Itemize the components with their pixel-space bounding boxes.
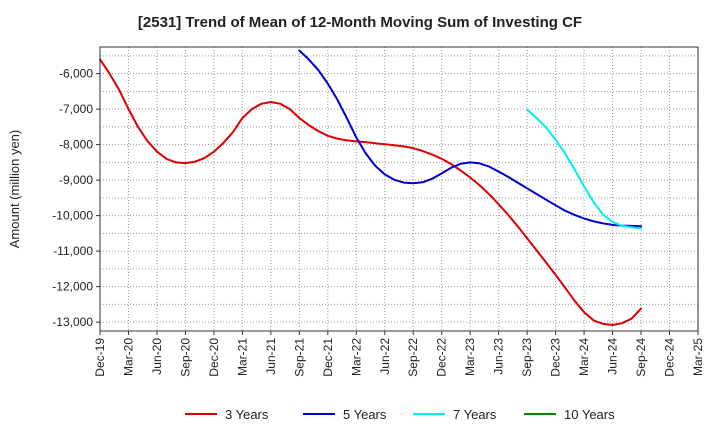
legend-item-10-years: 10 Years: [524, 407, 615, 422]
y-tick-label: -7,000: [59, 102, 93, 116]
legend-label: 7 Years: [453, 407, 497, 422]
x-tick-label: Mar-21: [235, 338, 249, 376]
x-tick-label: Sep-20: [178, 338, 192, 377]
legend-label: 5 Years: [343, 407, 387, 422]
x-tick-label: Sep-22: [406, 338, 420, 377]
series-layer: [99, 49, 642, 326]
x-tick-label: Jun-21: [264, 338, 278, 375]
y-tick-label: -10,000: [52, 209, 93, 223]
grid: [100, 47, 698, 331]
x-tick-label: Dec-22: [435, 338, 449, 377]
x-tick-label: Dec-21: [321, 338, 335, 377]
y-tick-label: -9,000: [59, 173, 93, 187]
x-tick-label: Sep-23: [520, 338, 534, 377]
legend-label: 10 Years: [564, 407, 615, 422]
y-axis-label: Amount (million yen): [7, 130, 22, 249]
series-line-7-years: [526, 108, 642, 230]
x-tick-label: Dec-24: [663, 338, 677, 377]
x-tick-label: Mar-25: [691, 338, 705, 376]
plot-frame: [99, 46, 699, 332]
x-tick-label: Jun-24: [606, 338, 620, 375]
series-line-3-years: [99, 58, 642, 326]
legend-item-5-years: 5 Years: [303, 407, 387, 422]
x-tick-label: Jun-20: [150, 338, 164, 375]
legend-item-3-years: 3 Years: [185, 407, 269, 422]
x-tick-label: Mar-22: [349, 338, 363, 376]
y-tick-label: -8,000: [59, 138, 93, 152]
x-axis-ticks: Dec-19 Mar-20 Jun-20 Sep-20 Dec-20 Mar-21 Jun-…: [93, 331, 705, 377]
legend-label: 3 Years: [225, 407, 269, 422]
x-tick-label: Sep-21: [292, 338, 306, 377]
x-tick-label: Sep-24: [634, 338, 648, 377]
y-tick-label: -12,000: [52, 280, 93, 294]
x-tick-label: Dec-20: [207, 338, 221, 377]
x-tick-label: Jun-23: [492, 338, 506, 375]
y-tick-label: -13,000: [52, 315, 93, 329]
series-line-5-years: [298, 49, 642, 228]
y-axis-ticks: -6,000 -7,000 -8,000 -9,000 -10,000 -11,000 -1…: [52, 67, 100, 329]
x-tick-label: Mar-24: [577, 338, 591, 376]
y-tick-label: -6,000: [59, 67, 93, 81]
x-tick-label: Jun-22: [378, 338, 392, 375]
legend-item-7-years: 7 Years: [413, 407, 497, 422]
x-tick-label: Mar-20: [121, 338, 135, 376]
x-tick-label: Dec-19: [93, 338, 107, 377]
x-tick-label: Dec-23: [549, 338, 563, 377]
x-tick-label: Mar-23: [463, 338, 477, 376]
legend: 3 Years 5 Years 7 Years 10 Years: [185, 407, 615, 422]
y-tick-label: -11,000: [53, 244, 93, 258]
chart-title: [2531] Trend of Mean of 12-Month Moving …: [137, 14, 583, 31]
